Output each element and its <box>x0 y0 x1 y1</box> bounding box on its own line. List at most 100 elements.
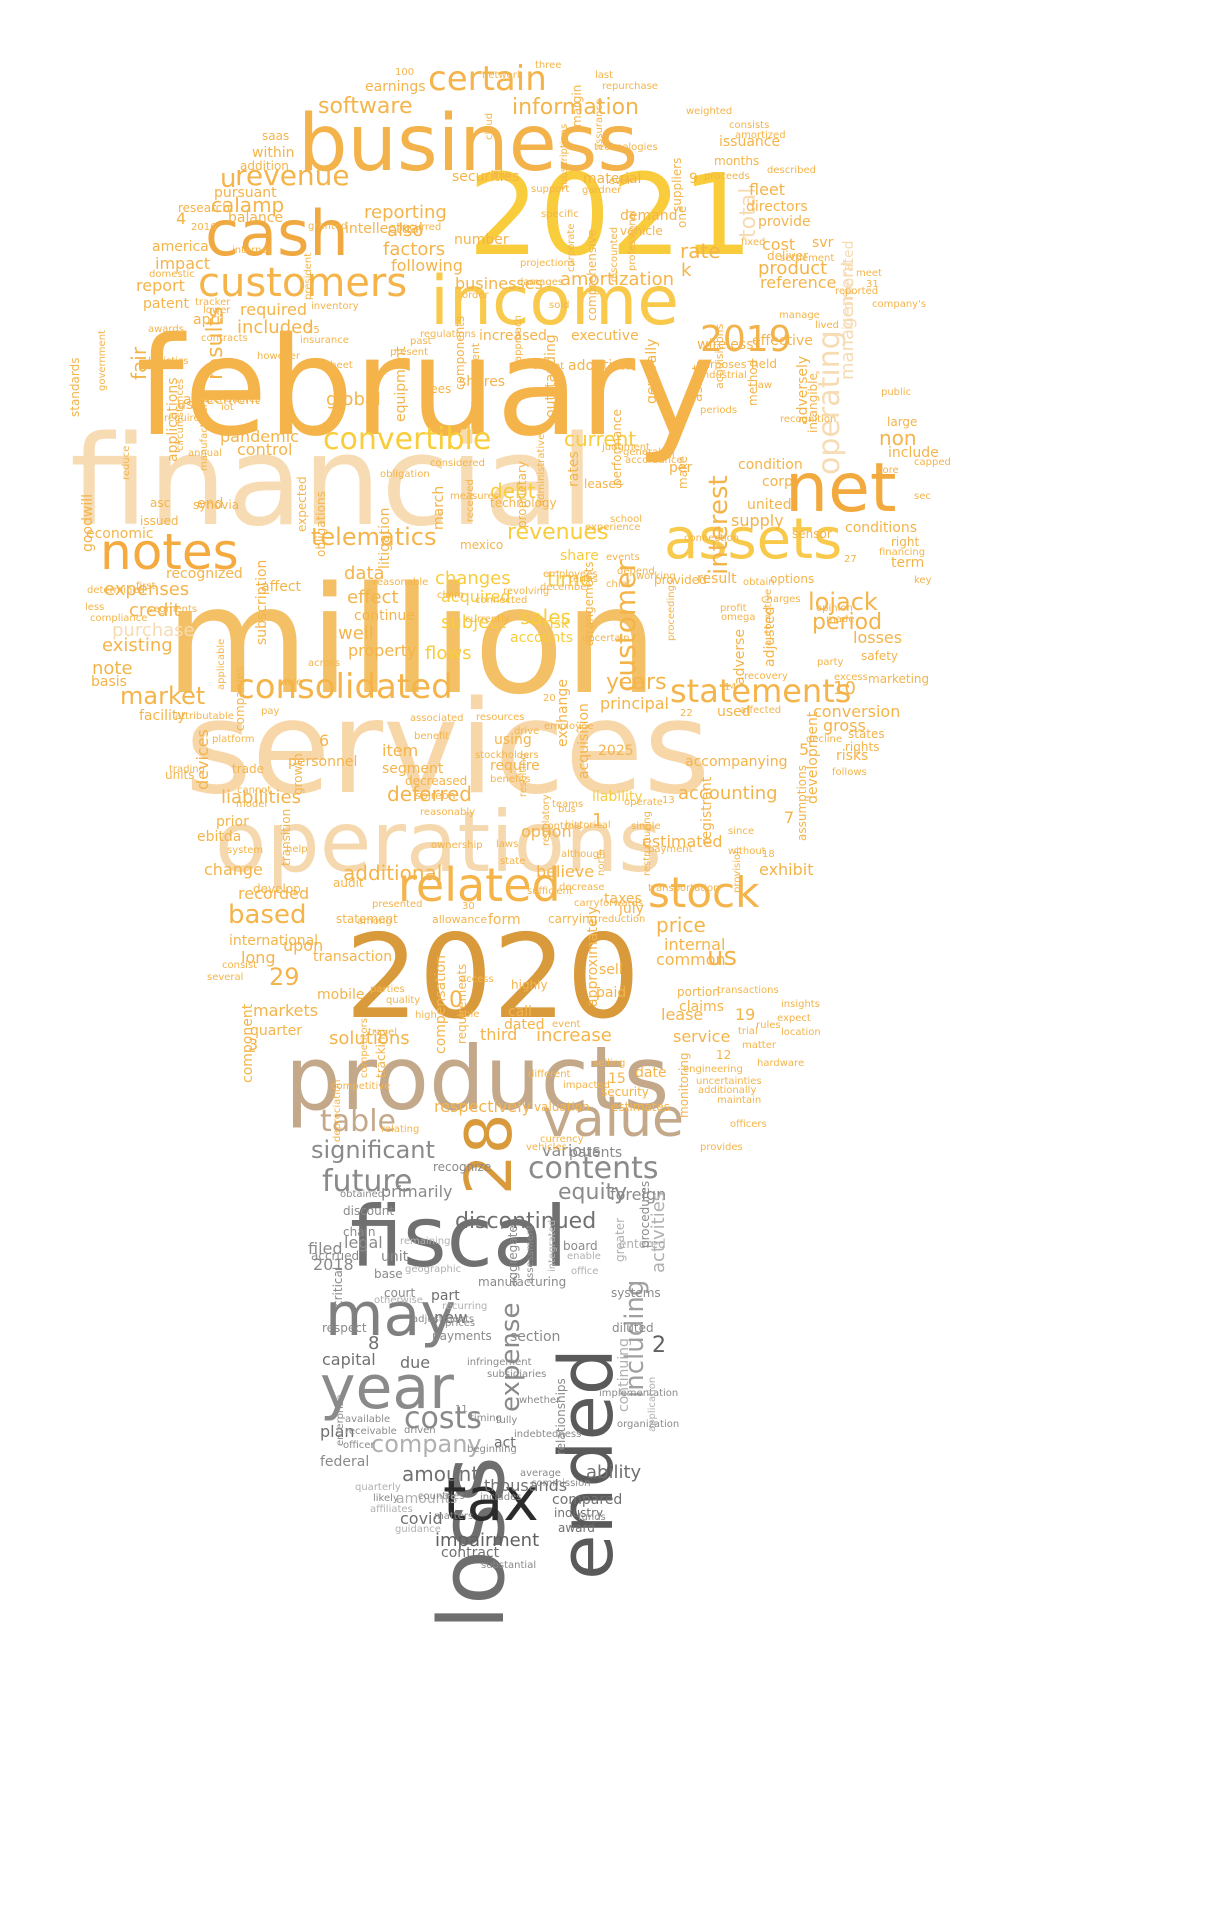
word: demand <box>620 208 678 224</box>
word: follows <box>832 767 867 778</box>
word: damages <box>517 277 564 288</box>
word: component <box>240 1003 256 1083</box>
word: rules <box>756 1020 781 1031</box>
word: securities <box>452 169 520 185</box>
word: contents <box>528 1151 659 1186</box>
word: 20 <box>543 693 556 704</box>
word: 12 <box>716 1048 732 1062</box>
word: greater <box>613 1217 627 1262</box>
word: adjustments <box>412 1314 475 1325</box>
word: receivable <box>345 1426 397 1437</box>
word: additionally <box>698 1085 757 1096</box>
word: 9 <box>689 171 698 187</box>
word: platform <box>212 734 255 745</box>
word: option <box>521 822 572 841</box>
word: internal <box>664 935 726 954</box>
word: future <box>322 1164 413 1199</box>
word: legal <box>344 1233 383 1252</box>
word: executive <box>571 328 639 344</box>
word: carrying <box>548 912 598 926</box>
word: obligation <box>380 469 430 480</box>
word: 2018 <box>313 1255 354 1274</box>
word: assumptions <box>795 764 809 841</box>
word: accordance <box>625 455 683 466</box>
word: act <box>494 1435 516 1451</box>
word: consists <box>729 120 770 131</box>
word: certain <box>428 59 547 99</box>
word: interest <box>704 475 734 575</box>
word: leases <box>584 477 622 491</box>
word: lived <box>815 320 839 331</box>
word: fleet <box>749 180 786 199</box>
word: accounts <box>510 630 574 646</box>
word: expect <box>777 1013 811 1024</box>
word: growth <box>291 753 305 795</box>
word: fees <box>426 382 452 396</box>
word: price <box>656 913 706 937</box>
word: 27 <box>844 554 857 565</box>
word: wireless <box>697 337 754 353</box>
word: part <box>431 1288 460 1304</box>
word: agreement <box>183 392 260 408</box>
word: implementation <box>599 1388 679 1399</box>
word: 31 <box>866 279 879 290</box>
word: internet <box>232 245 272 256</box>
word: tracking <box>374 1028 388 1078</box>
word: unit <box>381 1249 409 1265</box>
word: law <box>755 380 773 391</box>
word: fair <box>127 346 151 380</box>
word: obtained <box>340 1189 385 1200</box>
word: due <box>400 1353 431 1372</box>
word: resources <box>476 712 525 723</box>
word: assurance <box>594 98 605 150</box>
word: insights <box>781 999 820 1010</box>
word: three <box>535 60 562 71</box>
word: liability <box>592 789 643 805</box>
word: mobile <box>317 987 365 1003</box>
word: amounts <box>396 1491 458 1507</box>
word: 8 <box>368 1333 380 1354</box>
word: critical <box>331 1266 345 1307</box>
word: patent <box>143 296 189 312</box>
word: segment <box>382 761 444 777</box>
word: iot <box>221 402 234 413</box>
word: reduction <box>598 914 646 925</box>
word: also <box>387 220 424 241</box>
word: historical <box>565 820 611 831</box>
word: acquired <box>441 587 511 606</box>
word: capped <box>914 457 951 468</box>
word: products <box>285 1027 670 1130</box>
word: earnings <box>365 79 426 95</box>
word: income <box>430 262 680 341</box>
word: amortized <box>735 130 786 141</box>
word: directors <box>746 199 808 215</box>
word: 22 <box>680 708 693 719</box>
word: operate <box>624 797 663 808</box>
word: depreciation <box>332 1079 343 1142</box>
word: generally <box>644 338 660 404</box>
word: paid <box>596 985 627 1001</box>
word: granted <box>308 221 348 232</box>
word: changes <box>435 568 511 589</box>
word: claim <box>437 590 464 601</box>
word: inventory <box>311 301 359 312</box>
word: valuation <box>534 1100 590 1114</box>
word: benefit <box>414 731 450 742</box>
word: geographic <box>405 1264 462 1275</box>
word: corporate <box>566 223 577 272</box>
word: among <box>357 916 392 927</box>
word: system <box>227 845 264 856</box>
word: global <box>326 389 381 410</box>
word: change <box>204 860 263 879</box>
word: require <box>490 758 540 774</box>
word: market <box>120 682 206 710</box>
word: note <box>92 658 133 679</box>
word: annual <box>188 448 223 459</box>
word: transportation <box>648 883 720 894</box>
word: circumstances <box>175 378 186 451</box>
word: credit <box>129 600 181 621</box>
word: government <box>97 330 108 391</box>
word: goodwill <box>80 493 96 552</box>
word: subject <box>441 612 507 633</box>
word: employees <box>543 569 598 580</box>
